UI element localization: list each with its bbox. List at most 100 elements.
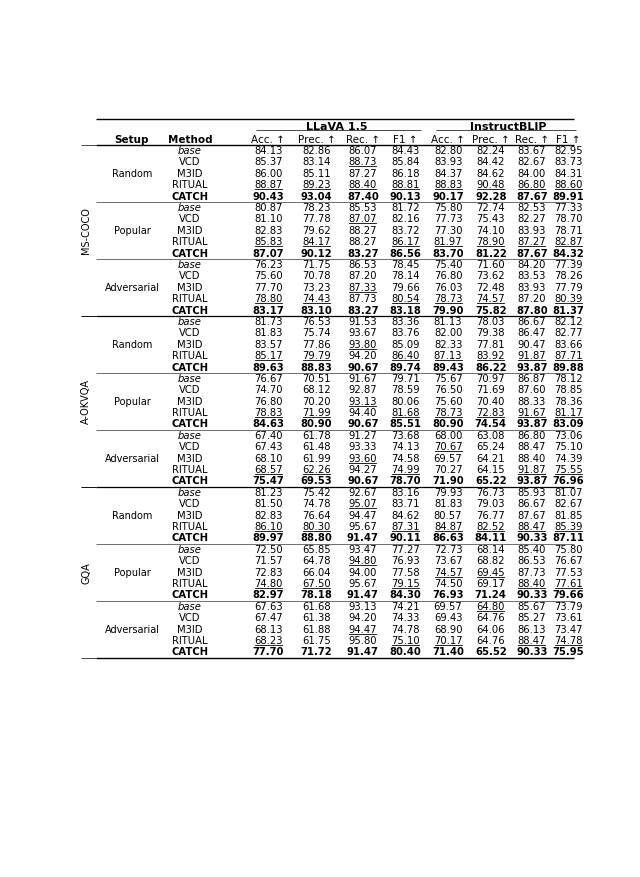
Text: 75.10: 75.10 — [554, 442, 582, 453]
Text: VCD: VCD — [179, 157, 201, 168]
Text: 85.93: 85.93 — [518, 488, 546, 498]
Text: 82.97: 82.97 — [253, 590, 284, 601]
Text: 71.99: 71.99 — [302, 408, 331, 418]
Text: 83.67: 83.67 — [518, 146, 546, 156]
Text: 79.66: 79.66 — [552, 590, 584, 601]
Text: 64.78: 64.78 — [302, 556, 331, 567]
Text: 74.54: 74.54 — [475, 419, 507, 430]
Text: 70.40: 70.40 — [477, 396, 505, 407]
Text: 94.20: 94.20 — [349, 351, 377, 361]
Text: 78.45: 78.45 — [391, 260, 420, 270]
Text: 76.93: 76.93 — [433, 590, 464, 601]
Text: 64.15: 64.15 — [476, 465, 505, 475]
Text: 73.61: 73.61 — [554, 613, 582, 624]
Text: 88.47: 88.47 — [518, 636, 546, 646]
Text: 77.73: 77.73 — [434, 214, 463, 225]
Text: Rec. ↑: Rec. ↑ — [346, 134, 380, 145]
Text: 94.27: 94.27 — [349, 465, 377, 475]
Text: 74.21: 74.21 — [391, 602, 420, 612]
Text: 82.16: 82.16 — [391, 214, 420, 225]
Text: 61.68: 61.68 — [302, 602, 331, 612]
Text: RITUAL: RITUAL — [172, 294, 208, 304]
Text: 64.21: 64.21 — [476, 453, 505, 464]
Text: 80.30: 80.30 — [302, 522, 330, 532]
Text: 76.50: 76.50 — [434, 385, 463, 396]
Text: 87.31: 87.31 — [391, 522, 420, 532]
Text: 61.75: 61.75 — [302, 636, 331, 646]
Text: VCD: VCD — [179, 385, 201, 396]
Text: 67.63: 67.63 — [254, 602, 283, 612]
Text: 83.09: 83.09 — [552, 419, 584, 430]
Text: 88.40: 88.40 — [349, 180, 377, 190]
Text: 78.73: 78.73 — [434, 408, 462, 418]
Text: 72.48: 72.48 — [477, 282, 505, 293]
Text: 85.37: 85.37 — [254, 157, 283, 168]
Text: 68.23: 68.23 — [254, 636, 283, 646]
Text: 64.06: 64.06 — [477, 624, 505, 635]
Text: 80.90: 80.90 — [433, 419, 464, 430]
Text: 78.23: 78.23 — [302, 203, 331, 213]
Text: 69.45: 69.45 — [476, 567, 505, 578]
Text: 83.18: 83.18 — [390, 305, 421, 316]
Text: 81.50: 81.50 — [254, 499, 283, 510]
Text: 88.81: 88.81 — [391, 180, 420, 190]
Text: base: base — [178, 374, 202, 384]
Text: 85.51: 85.51 — [390, 419, 422, 430]
Text: 84.43: 84.43 — [392, 146, 420, 156]
Text: 83.92: 83.92 — [477, 351, 505, 361]
Text: 85.39: 85.39 — [554, 522, 582, 532]
Text: Adversarial: Adversarial — [104, 624, 159, 635]
Text: 91.67: 91.67 — [349, 374, 377, 384]
Text: 83.93: 83.93 — [518, 282, 546, 293]
Text: 75.43: 75.43 — [477, 214, 505, 225]
Text: VCD: VCD — [179, 328, 201, 339]
Text: 81.83: 81.83 — [254, 328, 282, 339]
Text: 75.40: 75.40 — [434, 260, 462, 270]
Text: 76.80: 76.80 — [434, 271, 462, 282]
Text: CATCH: CATCH — [172, 419, 209, 430]
Text: 84.63: 84.63 — [252, 419, 284, 430]
Text: 68.13: 68.13 — [254, 624, 283, 635]
Text: 87.67: 87.67 — [516, 191, 548, 202]
Text: 90.67: 90.67 — [347, 419, 379, 430]
Text: 78.59: 78.59 — [391, 385, 420, 396]
Text: 80.54: 80.54 — [391, 294, 420, 304]
Text: RITUAL: RITUAL — [172, 465, 208, 475]
Text: 83.76: 83.76 — [391, 328, 420, 339]
Text: 74.70: 74.70 — [254, 385, 283, 396]
Text: 68.12: 68.12 — [302, 385, 331, 396]
Text: 78.90: 78.90 — [477, 237, 505, 247]
Text: 61.48: 61.48 — [302, 442, 331, 453]
Text: 62.26: 62.26 — [302, 465, 331, 475]
Text: 88.83: 88.83 — [434, 180, 462, 190]
Text: 76.53: 76.53 — [302, 317, 331, 327]
Text: 89.43: 89.43 — [432, 362, 464, 373]
Text: 74.39: 74.39 — [554, 453, 582, 464]
Text: GQA: GQA — [81, 562, 92, 583]
Text: 82.86: 82.86 — [302, 146, 331, 156]
Text: 68.00: 68.00 — [434, 431, 462, 441]
Text: 74.43: 74.43 — [302, 294, 331, 304]
Text: 85.83: 85.83 — [254, 237, 282, 247]
Text: 87.67: 87.67 — [516, 248, 548, 259]
Text: 68.57: 68.57 — [254, 465, 283, 475]
Text: 82.80: 82.80 — [434, 146, 462, 156]
Text: 67.47: 67.47 — [254, 613, 283, 624]
Text: 84.17: 84.17 — [302, 237, 331, 247]
Text: 68.14: 68.14 — [477, 545, 505, 555]
Text: VCD: VCD — [179, 499, 201, 510]
Text: Acc. ↑: Acc. ↑ — [252, 134, 285, 145]
Text: 94.20: 94.20 — [349, 613, 377, 624]
Text: Rec. ↑: Rec. ↑ — [515, 134, 549, 145]
Text: 87.20: 87.20 — [518, 294, 546, 304]
Text: base: base — [178, 602, 202, 612]
Text: 77.33: 77.33 — [554, 203, 582, 213]
Text: 89.88: 89.88 — [552, 362, 584, 373]
Text: 81.37: 81.37 — [552, 305, 584, 316]
Text: 91.47: 91.47 — [347, 533, 379, 544]
Text: 91.87: 91.87 — [518, 351, 546, 361]
Text: Method: Method — [168, 134, 212, 145]
Text: 68.10: 68.10 — [254, 453, 283, 464]
Text: 87.11: 87.11 — [552, 533, 584, 544]
Text: 77.27: 77.27 — [391, 545, 420, 555]
